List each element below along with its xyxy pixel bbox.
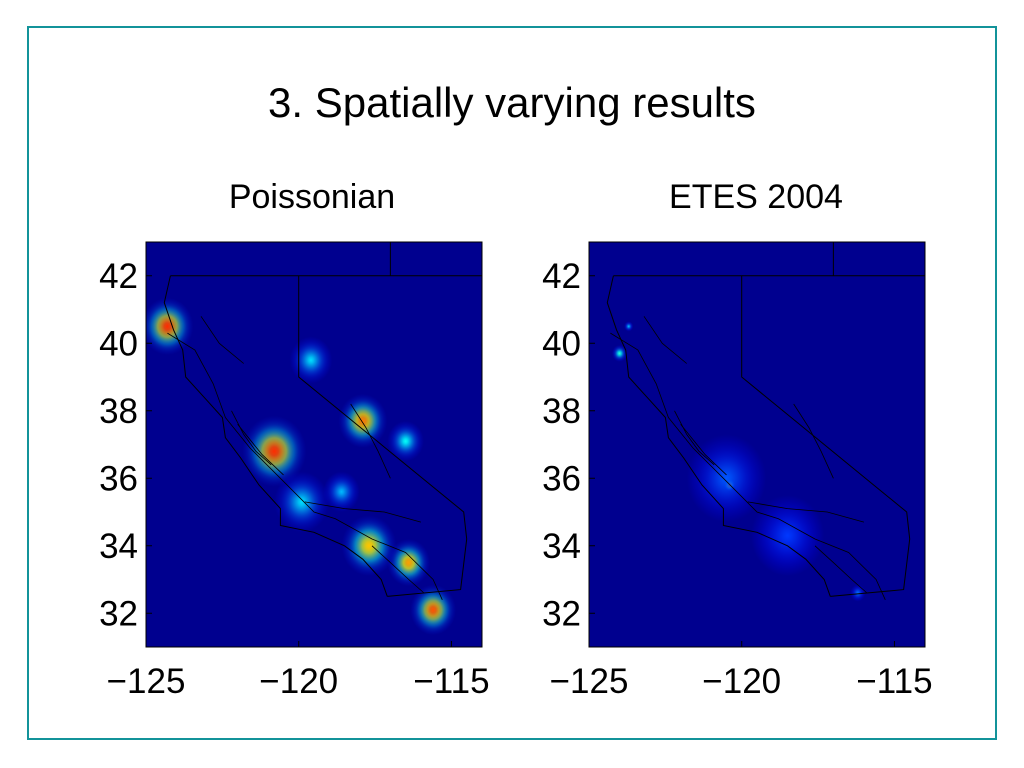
slide-frame [27, 26, 997, 740]
fault-line [371, 545, 425, 594]
y-tick-label: 36 [542, 459, 581, 498]
heat-hotspot [611, 344, 628, 362]
x-tick-label: −120 [259, 662, 338, 701]
fault-line [231, 410, 272, 466]
axes-frame [588, 241, 926, 648]
plot-background [589, 242, 925, 647]
heat-hotspot [274, 471, 330, 533]
fault-line [814, 545, 868, 594]
y-tick-label: 32 [542, 594, 581, 633]
fault-line [610, 332, 886, 600]
y-tick-label: 38 [542, 392, 581, 431]
fault-line [747, 501, 865, 523]
fault-line [643, 316, 687, 364]
coastline [606, 275, 831, 597]
x-tick-label: −120 [702, 662, 781, 701]
y-tick-label: 34 [99, 527, 138, 566]
fault-line [674, 410, 715, 466]
y-tick-label: 42 [542, 257, 581, 296]
heat-hotspot [242, 415, 307, 487]
heat-hotspot [146, 297, 194, 356]
heat-hotspot [289, 336, 333, 384]
plot-background [146, 242, 482, 647]
y-tick-label: 40 [99, 324, 138, 363]
y-tick-label: 40 [542, 324, 581, 363]
state-border [741, 275, 911, 597]
x-tick-label: −115 [856, 662, 932, 701]
x-tick-label: −125 [550, 662, 629, 701]
axes-frame [145, 241, 483, 648]
panel-title-poissonian: Poissonian [228, 178, 396, 216]
panel-title-etes-2004: ETES 2004 [669, 178, 843, 216]
heat-hotspot [387, 539, 431, 587]
y-tick-label: 38 [99, 392, 138, 431]
heat-hotspot [338, 393, 388, 448]
heat-hotspot [341, 515, 397, 577]
plot-area [589, 242, 925, 647]
slide-title: 3. Spatially varying results [268, 79, 756, 126]
coastline [163, 275, 388, 597]
x-tick-label: −115 [413, 662, 489, 701]
fault-line [237, 424, 284, 476]
heatmap-panel-etes-2004: 32 34 36 38 40 42 −125 −120 −115 [542, 241, 933, 701]
y-tick-label: 34 [542, 527, 581, 566]
fault-line [680, 424, 727, 476]
heat-hotspot [750, 495, 825, 577]
heat-hotspot [624, 321, 634, 332]
fault-line [200, 316, 244, 364]
fault-line [304, 501, 422, 523]
plot-area [146, 242, 482, 647]
heat-hotspot [323, 471, 360, 512]
x-tick-label: −125 [107, 662, 186, 701]
heat-hotspot [387, 420, 424, 462]
heat-hotspot [410, 584, 457, 636]
fault-line [167, 332, 443, 600]
y-tick-label: 42 [99, 257, 138, 296]
fault-line [793, 403, 834, 479]
y-tick-label: 36 [99, 459, 138, 498]
y-tick-label: 32 [99, 594, 138, 633]
state-border [298, 275, 468, 597]
fault-line [350, 403, 391, 479]
heatmap-panel-poissonian: 32 34 36 38 40 42 −125 −120 −115 [99, 241, 490, 701]
